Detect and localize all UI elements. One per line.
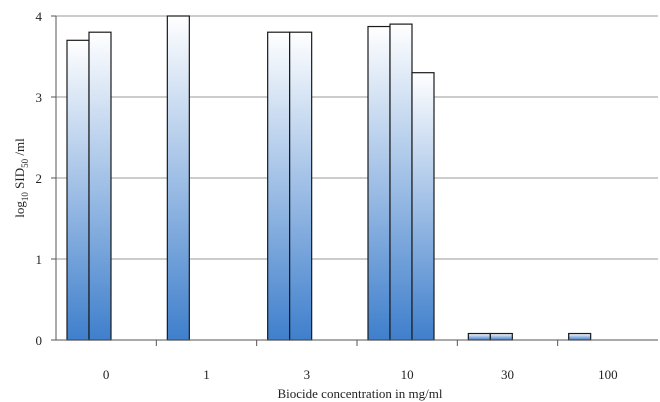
x-tick-label: 3 xyxy=(304,367,311,382)
y-axis-title-base: log xyxy=(12,201,27,218)
gridlines xyxy=(56,15,658,260)
y-tick-label: 3 xyxy=(36,90,43,105)
bar xyxy=(166,15,190,341)
bar xyxy=(267,31,291,341)
x-tick-label: 30 xyxy=(501,367,514,382)
x-tick-label: 10 xyxy=(401,367,414,382)
bar xyxy=(88,31,112,341)
x-axis-title: Biocide concentration in mg/ml xyxy=(278,386,443,401)
axes xyxy=(51,15,658,346)
bar xyxy=(66,39,90,341)
bar xyxy=(367,25,391,341)
y-axis-title-sub2: 50 xyxy=(20,158,30,168)
y-axis-title-sub1: 10 xyxy=(20,192,30,202)
y-axis-title: log10 SID50 /ml xyxy=(12,138,30,218)
x-tick-label: 1 xyxy=(203,367,210,382)
y-axis-title-tail: /ml xyxy=(12,138,27,159)
bar xyxy=(411,72,435,341)
bars xyxy=(66,15,592,341)
bar xyxy=(568,332,592,341)
y-tick-label: 0 xyxy=(36,333,43,348)
y-tick-label: 1 xyxy=(36,252,43,267)
bar xyxy=(489,332,513,341)
bar xyxy=(467,332,491,341)
x-tick-label: 0 xyxy=(103,367,110,382)
y-axis-title-mid: SID xyxy=(12,168,27,192)
y-tick-label: 4 xyxy=(36,9,43,24)
y-tick-label: 2 xyxy=(36,171,43,186)
bar xyxy=(289,31,313,341)
bar xyxy=(389,23,413,341)
x-tick-label: 100 xyxy=(598,367,618,382)
tick-labels: 0 1 2 3 4 0 1 3 10 30 100 xyxy=(36,9,618,382)
